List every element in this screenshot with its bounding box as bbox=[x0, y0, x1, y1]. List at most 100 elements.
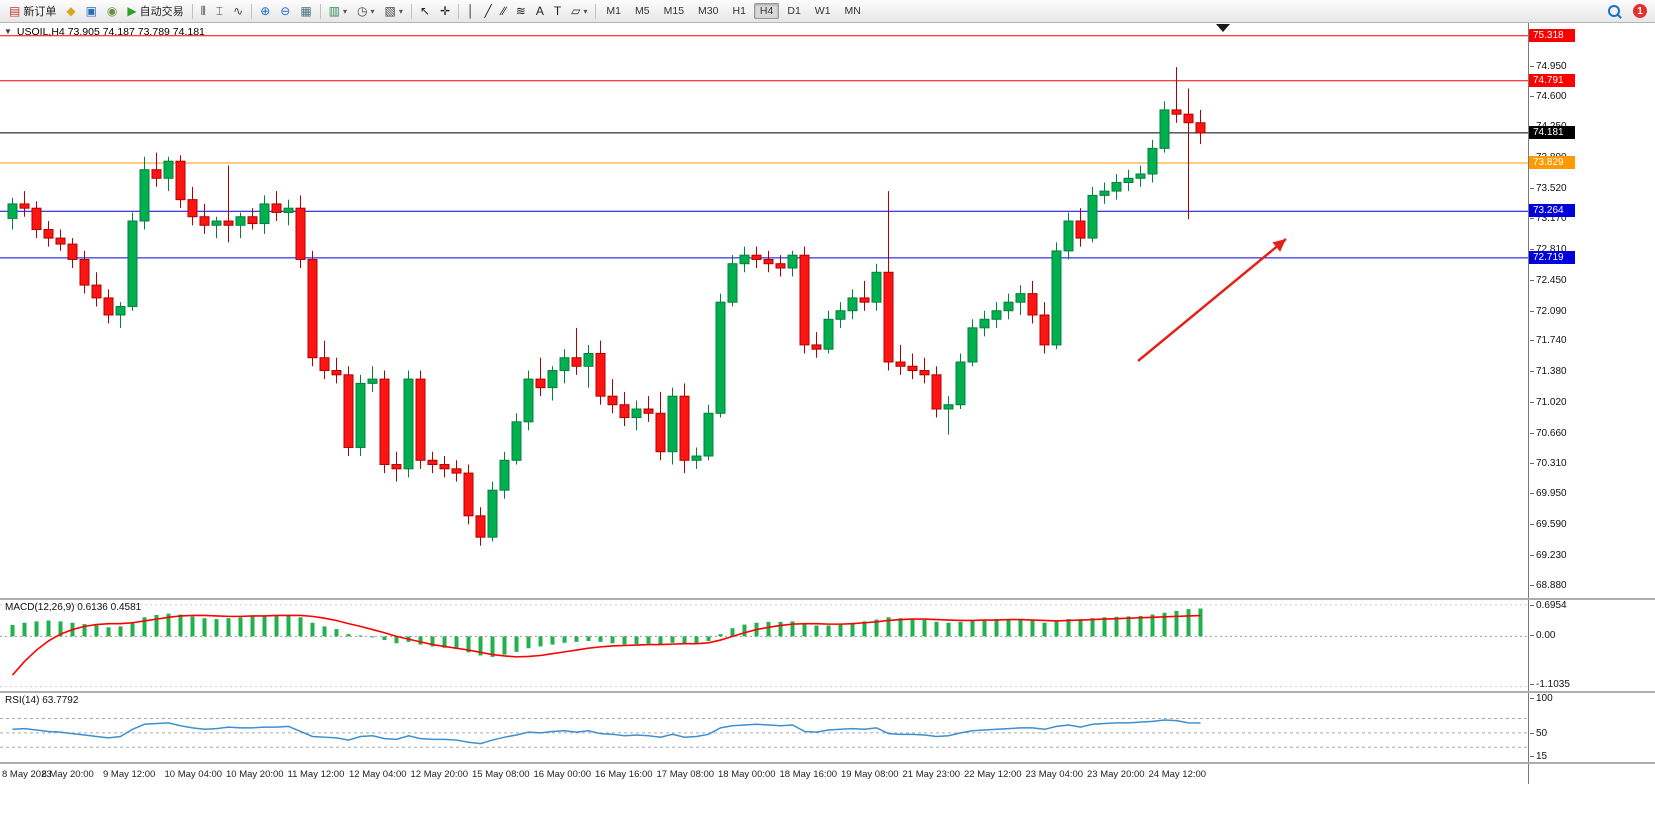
price-tick: 69.590 bbox=[1530, 519, 1567, 531]
price-tick: 69.230 bbox=[1530, 549, 1567, 561]
timeframe-w1-button[interactable]: W1 bbox=[814, 5, 831, 17]
time-label: 11 May 12:00 bbox=[287, 769, 345, 780]
cursor-button[interactable]: ↖ bbox=[415, 3, 435, 20]
price-tick: 74.950 bbox=[1530, 61, 1567, 73]
new-chart-button[interactable]: ▥ ▾ bbox=[324, 3, 352, 20]
line-chart-icon-button[interactable]: ∿ bbox=[228, 3, 248, 20]
time-axis-row: 8 May 2023 8 May 20:00 9 May 12:00 10 May 0… bbox=[0, 764, 1655, 784]
new-order-button-label: 新订单 bbox=[23, 6, 57, 18]
text-button[interactable]: A bbox=[531, 3, 549, 20]
macd-label: MACD(12,26,9) 0.6136 0.4581 bbox=[5, 602, 142, 613]
main-toolbar: ▤ 新订单 ◆ ▣ ◉ ▶ 自动交易 ⦀ ⌶ ∿ ⊕ ⊖ ▦ ▥ ▾ ◷ ▾ ▧ ▾ ↖ ✛ │ ╱ ∕∕ ≋ A T ▱ ▾ M1 M5… bbox=[0, 0, 1655, 23]
pane-separator[interactable] bbox=[0, 762, 1655, 764]
vertical-line-icon: │ bbox=[467, 3, 475, 18]
toolbar-right-group: 1 bbox=[1603, 3, 1651, 19]
time-label: 10 May 04:00 bbox=[164, 769, 223, 780]
notification-badge[interactable]: 1 bbox=[1633, 4, 1647, 18]
time-label: 10 May 20:00 bbox=[226, 769, 284, 780]
bar-chart-icon-button[interactable]: ⦀ bbox=[196, 3, 211, 20]
templates-button[interactable]: ▧ ▾ bbox=[380, 3, 408, 20]
time-axis[interactable]: 8 May 2023 8 May 20:00 9 May 12:00 10 May 0… bbox=[0, 764, 1529, 784]
price-label-badge: 74.181 bbox=[1529, 125, 1575, 139]
toolbar-separator bbox=[251, 3, 253, 19]
timeframe-m30-button[interactable]: M30 bbox=[698, 5, 719, 17]
collapse-chart-button[interactable]: ▼ bbox=[4, 27, 12, 36]
timeframe-h1-button[interactable]: H1 bbox=[732, 5, 746, 17]
time-label: 23 May 20:00 bbox=[1087, 769, 1145, 780]
candlestick-chart-icon-button[interactable]: ⌶ bbox=[211, 3, 228, 20]
symbol-ohlc-text: USOIL,H4 73.905 74.187 73.789 74.181 bbox=[16, 26, 205, 38]
chevron-down-icon: ▾ bbox=[583, 6, 588, 16]
rsi-axis[interactable]: 100 50 15 bbox=[1529, 693, 1655, 762]
new-chart-icon: ▥ bbox=[328, 3, 340, 18]
arrows-button[interactable]: ▱ ▾ bbox=[566, 3, 592, 20]
trendline-icon: ╱ bbox=[484, 3, 492, 18]
time-label: 18 May 16:00 bbox=[779, 769, 838, 780]
label-button[interactable]: T bbox=[549, 3, 566, 20]
timeframe-m5-button[interactable]: M5 bbox=[635, 5, 650, 17]
time-label: 19 May 08:00 bbox=[841, 769, 899, 780]
price-tick: 72.810 bbox=[1530, 244, 1567, 256]
price-tick: 73.170 bbox=[1530, 213, 1567, 225]
price-tick: 71.380 bbox=[1530, 366, 1567, 378]
time-label: 21 May 23:00 bbox=[902, 769, 961, 780]
timeframe-d1-button[interactable]: D1 bbox=[787, 5, 801, 17]
macd-tick: 0.6954 bbox=[1530, 600, 1567, 611]
timeframe-m1-button[interactable]: M1 bbox=[606, 5, 622, 17]
data-window-icon: ◉ bbox=[106, 3, 118, 18]
time-label: 12 May 20:00 bbox=[410, 769, 469, 780]
zoom-in-button[interactable]: ⊕ bbox=[255, 3, 275, 20]
price-axis[interactable]: 74.95074.60074.25073.89073.52073.17072.8… bbox=[1529, 23, 1655, 598]
timeframe-mn-button[interactable]: MN bbox=[844, 5, 861, 17]
main-chart-pane: ▼ USOIL,H4 73.905 74.187 73.789 74.181 7… bbox=[0, 23, 1655, 598]
trendline-button[interactable]: ╱ bbox=[480, 3, 497, 20]
fibonacci-button[interactable]: ≋ bbox=[511, 3, 531, 20]
price-tick: 70.660 bbox=[1530, 427, 1567, 439]
cursor-icon: ↖ bbox=[419, 3, 430, 18]
autotrading-icon: ▶ bbox=[127, 3, 137, 18]
toolbar-separator bbox=[319, 3, 321, 19]
timeframe-h4-button[interactable]: H4 bbox=[753, 3, 780, 19]
label-icon: T bbox=[553, 3, 562, 18]
toolbar-buttons: ▤ 新订单 ◆ ▣ ◉ ▶ 自动交易 ⦀ ⌶ ∿ ⊕ ⊖ ▦ ▥ ▾ ◷ ▾ ▧ ▾ ↖ ✛ │ ╱ ∕∕ ≋ A T ▱ ▾ bbox=[4, 1, 599, 21]
pane-separator[interactable] bbox=[0, 598, 1655, 600]
periods-button[interactable]: ◷ ▾ bbox=[352, 3, 380, 20]
price-label-badge: 73.829 bbox=[1529, 155, 1575, 169]
zoom-out-button[interactable]: ⊖ bbox=[275, 3, 295, 20]
price-label-badge: 75.318 bbox=[1529, 28, 1575, 42]
tile-windows-button[interactable]: ▦ bbox=[295, 3, 316, 20]
chevron-down-icon: ▾ bbox=[370, 6, 375, 16]
data-window-button[interactable]: ◉ bbox=[102, 3, 122, 20]
macd-axis[interactable]: 0.6954 0.00 -1.1035 bbox=[1529, 600, 1655, 691]
time-label: 15 May 08:00 bbox=[472, 769, 530, 780]
time-label: 17 May 08:00 bbox=[656, 769, 715, 780]
line-chart-icon-icon: ∿ bbox=[233, 3, 244, 18]
tile-windows-icon: ▦ bbox=[300, 3, 312, 18]
rsi-tick: 100 bbox=[1530, 693, 1553, 704]
price-tick: 74.600 bbox=[1530, 91, 1567, 103]
crosshair-button[interactable]: ✛ bbox=[435, 3, 455, 20]
vertical-line-button[interactable]: │ bbox=[462, 3, 480, 20]
autotrading-button[interactable]: ▶ 自动交易 bbox=[122, 1, 188, 21]
timeframe-m15-button[interactable]: M15 bbox=[663, 5, 685, 17]
price-label-badge: 74.791 bbox=[1529, 73, 1575, 87]
equidistant-channel-button[interactable]: ∕∕ bbox=[497, 3, 511, 20]
price-chart[interactable]: ▼ USOIL,H4 73.905 74.187 73.789 74.181 bbox=[0, 23, 1529, 598]
time-label: 16 May 16:00 bbox=[595, 769, 653, 780]
rsi-chart[interactable]: RSI(14) 63.7792 bbox=[0, 693, 1529, 762]
crosshair-icon: ✛ bbox=[439, 3, 450, 18]
price-tick: 72.450 bbox=[1530, 274, 1567, 286]
toolbar-separator bbox=[410, 3, 412, 19]
profiles-button[interactable]: ◆ bbox=[61, 3, 80, 20]
zoom-out-icon: ⊖ bbox=[280, 3, 291, 18]
time-label: 9 May 12:00 bbox=[103, 769, 156, 780]
chevron-down-icon: ▾ bbox=[343, 6, 348, 16]
new-order-button[interactable]: ▤ 新订单 bbox=[4, 1, 61, 21]
price-tick: 68.880 bbox=[1530, 579, 1567, 591]
macd-chart[interactable]: MACD(12,26,9) 0.6136 0.4581 bbox=[0, 600, 1529, 691]
toolbar-separator bbox=[458, 3, 459, 19]
market-watch-button[interactable]: ▣ bbox=[81, 3, 102, 20]
pane-separator[interactable] bbox=[0, 691, 1655, 693]
macd-tick: -1.1035 bbox=[1530, 679, 1570, 690]
search-button[interactable] bbox=[1603, 3, 1625, 19]
